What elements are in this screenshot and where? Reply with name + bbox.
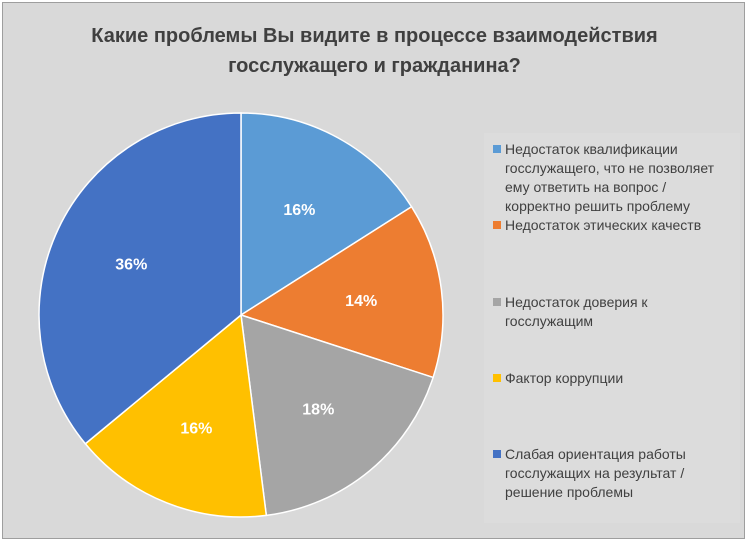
- data-label-trust: 18%: [302, 401, 334, 418]
- legend-item-corruption: Фактор коррупции: [493, 369, 733, 388]
- pie-slice-results: [38, 112, 242, 445]
- legend-label-results: Слабая ориентация работы госслужащих на …: [505, 446, 686, 500]
- data-label-qualification: 16%: [283, 202, 315, 219]
- legend-label-trust: Недостаток доверия к госслужащим: [505, 294, 648, 329]
- pie-slice-trust: [240, 313, 435, 517]
- legend-label-corruption: Фактор коррупции: [505, 370, 624, 386]
- data-label-results: 36%: [115, 256, 147, 273]
- legend-swatch-corruption: [493, 374, 501, 382]
- data-label-corruption: 16%: [180, 421, 212, 438]
- legend-item-qualification: Недостаток квалификации госслужащего, чт…: [493, 140, 733, 216]
- legend-label-qualification: Недостаток квалификации госслужащего, чт…: [505, 141, 715, 214]
- chart-title-line-2: госслужащего и гражданина?: [228, 55, 521, 77]
- pie-chart: 16% 14% 18% 16% 36%: [38, 112, 444, 518]
- legend-item-trust: Недостаток доверия к госслужащим: [493, 293, 733, 331]
- legend: [484, 133, 740, 523]
- legend-swatch-results: [493, 450, 501, 458]
- pie-slice-corruption: [84, 313, 268, 518]
- chart-title-line-1: Какие проблемы Вы видите в процессе взаи…: [91, 25, 658, 47]
- legend-item-results: Слабая ориентация работы госслужащих на …: [493, 445, 733, 502]
- legend-swatch-qualification: [493, 145, 501, 153]
- data-label-ethics: 14%: [345, 293, 377, 310]
- legend-item-ethics: Недостаток этических качеств: [493, 216, 733, 235]
- legend-label-ethics: Недостаток этических качеств: [505, 217, 702, 233]
- chart-title: Какие проблемы Вы видите в процессе взаи…: [3, 21, 746, 81]
- pie-slice-qualification: [240, 112, 413, 317]
- pie-slice-ethics: [239, 205, 444, 379]
- legend-swatch-ethics: [493, 221, 501, 229]
- legend-swatch-trust: [493, 298, 501, 306]
